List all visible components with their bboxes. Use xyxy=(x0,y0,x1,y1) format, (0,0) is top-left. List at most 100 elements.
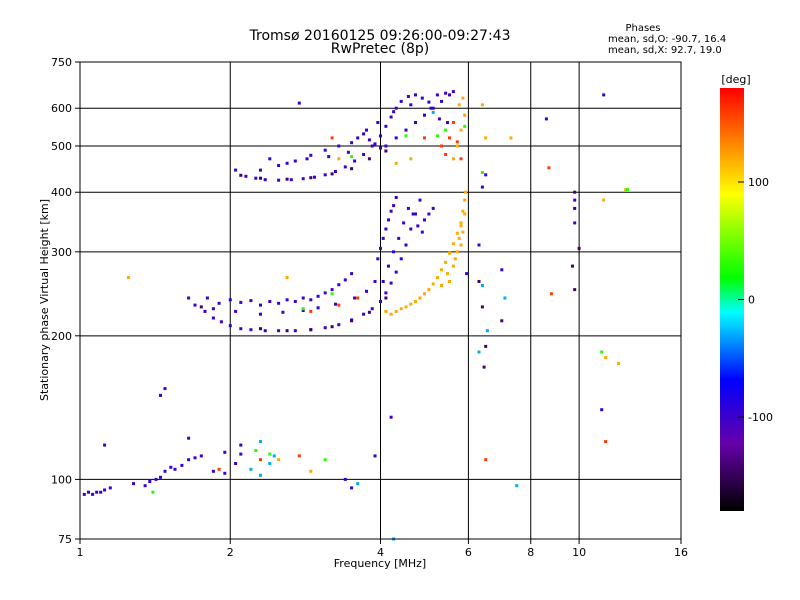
data-point xyxy=(394,270,398,274)
data-point xyxy=(337,283,341,287)
data-point xyxy=(416,224,420,228)
data-point xyxy=(159,475,162,479)
data-point xyxy=(573,206,577,210)
data-point xyxy=(103,443,107,447)
data-point xyxy=(461,96,465,100)
data-point xyxy=(437,117,441,121)
data-point xyxy=(384,227,388,231)
data-point xyxy=(379,246,382,250)
data-point xyxy=(263,329,267,333)
data-point xyxy=(459,224,463,228)
data-point xyxy=(151,490,155,494)
data-point xyxy=(234,462,238,465)
data-point xyxy=(268,452,272,456)
data-point xyxy=(370,144,374,148)
data-point xyxy=(263,178,267,182)
data-point xyxy=(500,268,504,272)
data-point xyxy=(337,157,341,161)
data-point xyxy=(330,288,334,292)
data-point xyxy=(353,159,357,163)
data-point xyxy=(285,161,289,165)
data-point xyxy=(381,236,385,240)
y-tick-label: 500 xyxy=(51,140,72,153)
data-point xyxy=(323,173,327,177)
data-point xyxy=(444,91,448,95)
data-point xyxy=(163,469,167,473)
data-point xyxy=(199,454,203,458)
data-point xyxy=(327,155,331,159)
data-point xyxy=(193,456,197,460)
data-point xyxy=(365,289,368,293)
data-point xyxy=(365,128,368,132)
data-point xyxy=(626,188,629,192)
data-point xyxy=(480,171,484,174)
data-point xyxy=(384,149,388,153)
data-point xyxy=(484,136,488,140)
colorbar-ticks: 100 0 -100 xyxy=(738,176,773,424)
phases-x-mode-stats: mean, sd,X: 92.7, 19.0 xyxy=(608,45,722,56)
data-point xyxy=(480,103,484,107)
data-point xyxy=(309,298,313,302)
data-point xyxy=(379,134,382,138)
data-point xyxy=(199,305,203,309)
data-point xyxy=(463,113,467,117)
data-point xyxy=(549,292,553,296)
data-point xyxy=(143,484,147,488)
data-point xyxy=(268,157,272,161)
data-point xyxy=(249,299,253,303)
data-point xyxy=(451,264,455,268)
data-point xyxy=(404,243,408,247)
data-point xyxy=(205,296,209,300)
data-point xyxy=(277,329,281,333)
data-point xyxy=(228,298,232,302)
data-point xyxy=(337,303,341,307)
data-point xyxy=(431,206,435,210)
data-point xyxy=(159,393,162,397)
data-point xyxy=(356,482,360,486)
data-point xyxy=(173,467,177,471)
data-point xyxy=(446,121,449,124)
data-point xyxy=(389,281,393,285)
data-point xyxy=(451,90,455,94)
data-point xyxy=(362,132,366,136)
data-point xyxy=(435,134,439,138)
data-point xyxy=(406,95,410,98)
data-point xyxy=(277,458,281,462)
data-point xyxy=(309,176,313,180)
data-point xyxy=(163,387,167,391)
data-point xyxy=(239,452,243,456)
data-point xyxy=(480,305,484,309)
data-point xyxy=(376,121,380,124)
data-point xyxy=(350,167,354,171)
data-point xyxy=(414,121,417,124)
data-point xyxy=(211,307,215,311)
data-point xyxy=(259,168,262,172)
data-point xyxy=(418,198,422,202)
data-point xyxy=(394,106,398,110)
data-point xyxy=(350,319,354,323)
data-points xyxy=(82,90,629,541)
data-point xyxy=(277,178,281,182)
data-point xyxy=(394,196,398,199)
x-tick-label: 6 xyxy=(465,546,472,559)
data-point xyxy=(427,288,431,292)
data-point xyxy=(446,272,449,276)
data-point xyxy=(485,329,489,333)
data-point xyxy=(389,115,393,119)
data-point xyxy=(500,319,504,323)
phases-o-mode-stats: mean, sd,O: -90.7, 16.4 xyxy=(608,34,726,45)
data-point xyxy=(444,260,448,264)
y-tick-label: 600 xyxy=(51,102,72,115)
data-point xyxy=(259,327,262,331)
data-point xyxy=(455,140,459,144)
data-point xyxy=(82,492,86,496)
data-point xyxy=(464,190,467,194)
data-point xyxy=(409,227,413,231)
data-point xyxy=(477,243,481,247)
y-tick-label: 100 xyxy=(51,473,72,486)
data-point xyxy=(249,328,253,332)
data-point xyxy=(600,350,604,354)
data-point xyxy=(459,221,463,225)
data-point xyxy=(330,136,334,140)
data-point xyxy=(367,310,371,314)
